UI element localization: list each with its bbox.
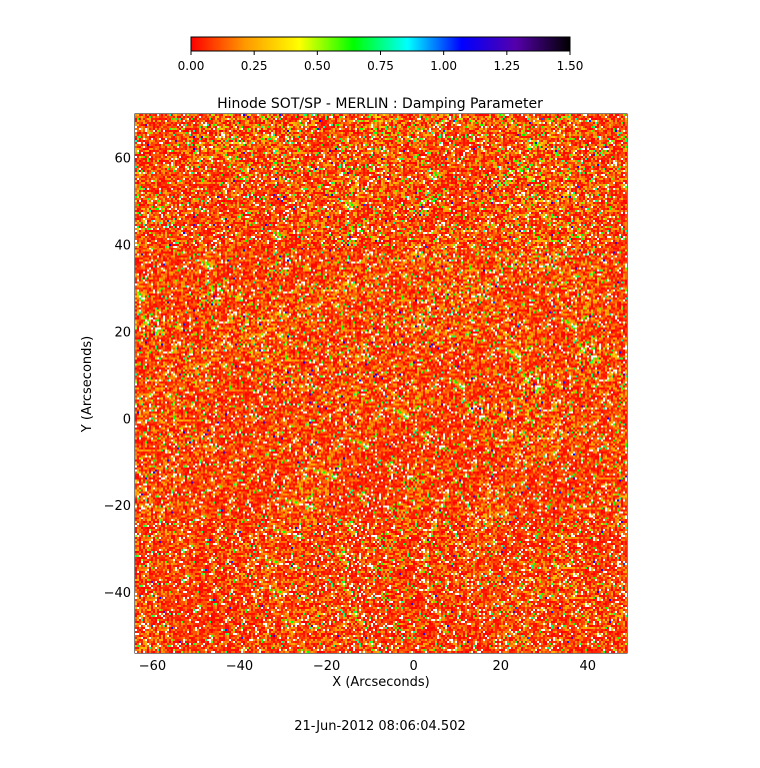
x-axis-label: X (Arcseconds) <box>332 675 429 690</box>
colorbar <box>190 36 571 52</box>
y-tick-label: 20 <box>114 325 131 340</box>
colorbar-tick-label: 1.50 <box>557 59 584 73</box>
heatmap-image <box>135 114 627 653</box>
y-axis-label: Y (Arcseconds) <box>80 336 95 433</box>
colorbar-tick-label: 0.75 <box>367 59 394 73</box>
y-tick-label: 40 <box>114 238 131 253</box>
y-tick-label: −20 <box>104 499 131 514</box>
y-tick-label: 60 <box>114 151 131 166</box>
colorbar-ticks: 0.00 0.25 0.50 0.75 1.00 1.25 1.50 <box>178 51 584 73</box>
x-tick-label: −40 <box>226 659 253 674</box>
colorbar-tick-label: 1.25 <box>493 59 520 73</box>
colorbar-tick-label: 1.00 <box>430 59 457 73</box>
y-tick-label: 0 <box>123 412 131 427</box>
colorbar-tick-label: 0.00 <box>178 59 205 73</box>
y-tick-label: −40 <box>104 586 131 601</box>
x-tick-label: 40 <box>580 659 597 674</box>
colorbar-tick-label: 0.25 <box>241 59 268 73</box>
timestamp: 21-Jun-2012 08:06:04.502 <box>294 719 466 734</box>
chart-title: Hinode SOT/SP - MERLIN : Damping Paramet… <box>217 96 543 112</box>
x-tick-label: 0 <box>410 659 418 674</box>
x-tick-label: −20 <box>313 659 340 674</box>
colorbar-tick-label: 0.50 <box>304 59 331 73</box>
x-tick-label: 20 <box>492 659 509 674</box>
x-tick-label: −60 <box>139 659 166 674</box>
